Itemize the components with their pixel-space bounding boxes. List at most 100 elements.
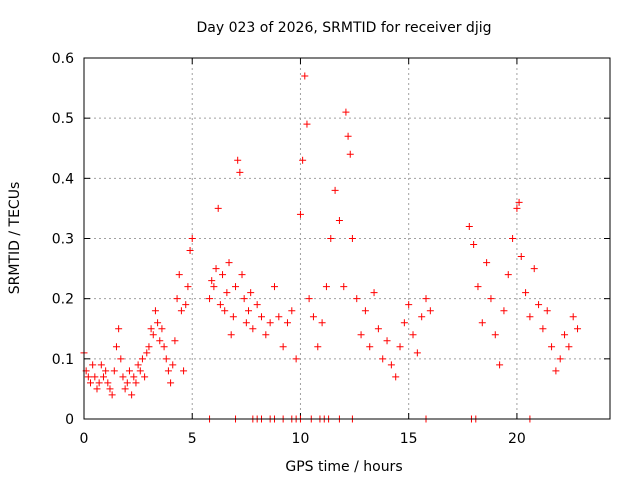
data-point (299, 156, 307, 164)
data-point (227, 331, 235, 339)
data-point (97, 361, 105, 369)
y-axis-label: SRMTID / TECUs (7, 182, 23, 295)
x-tick-label: 20 (508, 431, 526, 447)
data-point (117, 355, 125, 363)
data-point (322, 283, 330, 291)
data-point (405, 301, 413, 309)
y-tick-label: 0.2 (52, 292, 74, 308)
data-point (253, 301, 261, 309)
data-point (210, 283, 218, 291)
data-point (240, 295, 248, 303)
data-point (344, 132, 352, 140)
data-point (247, 289, 255, 297)
data-point (177, 307, 185, 315)
data-point (151, 307, 159, 315)
data-point (134, 361, 142, 369)
data-point (478, 319, 486, 327)
data-point (219, 271, 227, 279)
data-point (346, 150, 354, 158)
data-point (483, 259, 491, 267)
data-point (327, 235, 335, 242)
data-point (543, 307, 551, 315)
data-point (236, 168, 244, 176)
data-point (309, 313, 317, 321)
data-point (99, 373, 107, 381)
data-point (426, 307, 434, 315)
data-point (504, 271, 512, 279)
data-point (357, 331, 365, 339)
data-point (138, 355, 146, 363)
data-point (108, 391, 116, 399)
data-point (465, 222, 473, 230)
data-point (331, 186, 339, 194)
data-point (169, 361, 177, 369)
y-tick-label: 0.6 (52, 51, 74, 67)
data-point (102, 367, 110, 375)
data-point (95, 379, 103, 387)
data-point (303, 120, 311, 128)
data-point (249, 325, 257, 333)
data-point (522, 289, 530, 297)
data-point (110, 367, 118, 375)
data-point (296, 210, 304, 218)
data-point (93, 385, 101, 393)
data-point (513, 204, 521, 212)
data-point (238, 271, 246, 279)
x-axis-label: GPS time / hours (285, 459, 402, 475)
data-point (132, 379, 140, 387)
data-point (515, 198, 523, 206)
data-point (84, 373, 92, 381)
data-point (340, 283, 348, 291)
data-point (548, 343, 556, 351)
data-point (106, 385, 114, 393)
data-point (175, 271, 183, 279)
data-point (171, 337, 179, 345)
data-point (565, 343, 573, 351)
x-tick-label: 10 (292, 431, 310, 447)
data-point (387, 361, 395, 369)
data-point (119, 373, 127, 381)
data-point (262, 331, 270, 339)
data-point (517, 253, 525, 261)
data-point (162, 355, 170, 363)
data-point (221, 307, 229, 315)
x-tick-label: 0 (80, 431, 89, 447)
data-point (318, 319, 326, 327)
data-point (283, 319, 291, 327)
data-point (288, 307, 296, 315)
data-point (242, 319, 250, 327)
data-point (89, 361, 97, 369)
data-point (143, 349, 151, 357)
data-point (223, 289, 231, 297)
data-point (206, 295, 214, 303)
data-point (500, 307, 508, 315)
data-point (496, 361, 504, 369)
plot-frame (83, 57, 611, 420)
data-point (569, 313, 577, 321)
data-point (216, 301, 224, 309)
data-point (574, 325, 582, 333)
data-point (418, 313, 426, 321)
data-point (186, 247, 194, 255)
data-point (556, 355, 564, 363)
data-point (383, 337, 391, 345)
data-point (335, 216, 343, 224)
data-point (182, 301, 190, 309)
data-point (400, 319, 408, 327)
x-tick-label: 15 (400, 431, 418, 447)
data-point (136, 367, 144, 375)
data-point (154, 319, 162, 327)
data-point (141, 373, 149, 381)
data-point (160, 343, 168, 351)
data-point (234, 156, 242, 164)
data-point (232, 283, 240, 291)
data-point (164, 367, 172, 375)
data-point (229, 313, 237, 321)
data-point (121, 385, 129, 393)
data-point (156, 337, 164, 345)
data-point (149, 331, 157, 339)
data-point (86, 379, 94, 387)
data-point (305, 295, 313, 303)
